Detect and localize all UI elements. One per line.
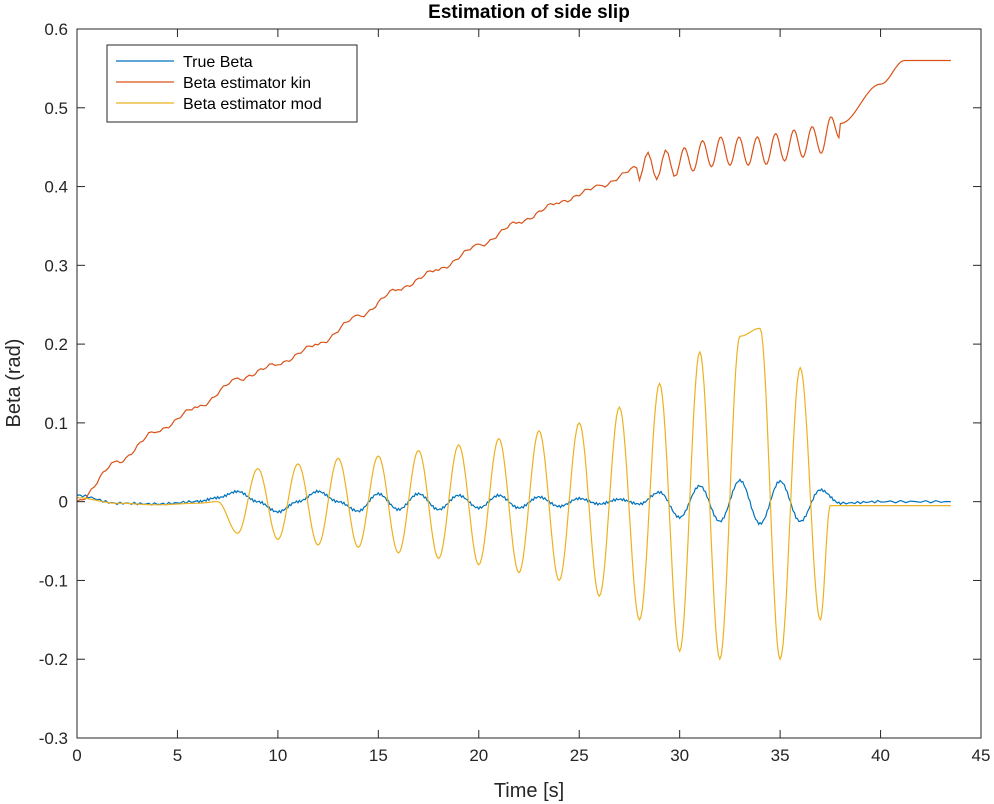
x-tick-label: 20 (469, 746, 488, 765)
legend-label-1: Beta estimator kin (183, 75, 311, 92)
series-line-1 (76, 59, 951, 503)
chart-title: Estimation of side slip (428, 2, 630, 23)
x-tick-label: 10 (268, 746, 287, 765)
y-tick-label: 0.5 (44, 99, 68, 118)
y-tick-label: -0.3 (39, 729, 68, 748)
x-tick-label: 30 (670, 746, 689, 765)
plot-background (77, 29, 981, 738)
y-tick-label: 0.2 (44, 335, 68, 354)
ticks-layer: 0 5 10 15 20 25 30 35 40 45 -0.3 -0.2 -0.1 0 0.1 0.2 0.3… (39, 20, 991, 765)
y-tick-label: 0.1 (44, 414, 68, 433)
x-tick-label: 45 (972, 746, 991, 765)
x-tick-label: 0 (72, 746, 81, 765)
series-layer (76, 59, 951, 661)
y-tick-label: 0 (59, 493, 68, 512)
x-tick-label: 40 (871, 746, 890, 765)
x-tick-label: 25 (570, 746, 589, 765)
x-axis-label: Time [s] (494, 780, 564, 802)
y-axis-label: Beta (rad) (3, 339, 25, 428)
y-tick-label: -0.1 (39, 571, 68, 590)
x-tick-label: 5 (173, 746, 182, 765)
y-tick-label: -0.2 (39, 650, 68, 669)
y-tick-label: 0.4 (44, 178, 68, 197)
legend-label-0: True Beta (183, 54, 253, 71)
y-tick-label: 0.3 (44, 256, 68, 275)
legend-label-2: Beta estimator mod (183, 96, 322, 113)
x-tick-label: 15 (369, 746, 388, 765)
legend-box (106, 44, 358, 123)
series-line-2 (76, 327, 951, 661)
legend: True Beta Beta estimator kin Beta estimato… (106, 44, 358, 123)
x-tick-label: 35 (771, 746, 790, 765)
plot-box (76, 28, 982, 739)
y-tick-label: 0.6 (44, 20, 68, 39)
